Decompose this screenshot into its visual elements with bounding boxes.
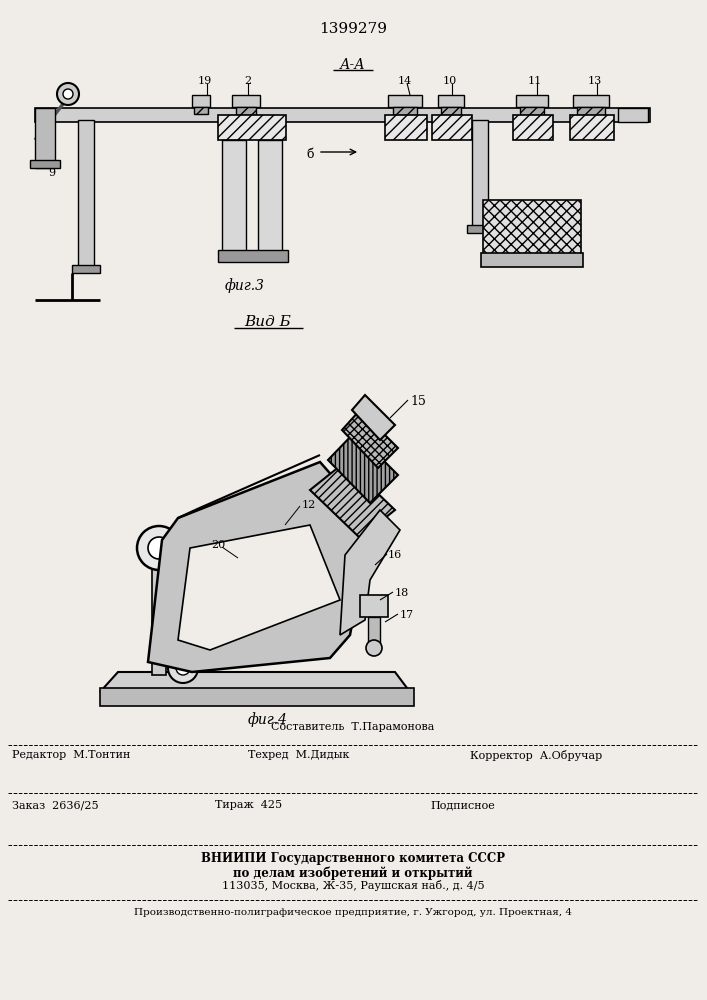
Text: 16: 16 xyxy=(388,550,402,560)
Text: Корректор  А.Обручар: Корректор А.Обручар xyxy=(470,750,602,761)
Polygon shape xyxy=(352,395,395,440)
Circle shape xyxy=(63,89,73,99)
Bar xyxy=(218,115,286,140)
Bar xyxy=(35,108,650,122)
Text: Тираж  425: Тираж 425 xyxy=(215,800,282,810)
Bar xyxy=(520,107,544,115)
Text: Производственно-полиграфическое предприятие, г. Ужгород, ул. Проектная, 4: Производственно-полиграфическое предприя… xyxy=(134,908,572,917)
Bar xyxy=(222,140,246,255)
Circle shape xyxy=(57,83,79,105)
Bar xyxy=(467,225,495,233)
Bar xyxy=(472,120,488,230)
Bar xyxy=(30,160,60,168)
Bar xyxy=(483,200,581,258)
Bar xyxy=(360,595,388,617)
Bar xyxy=(236,107,256,115)
Bar xyxy=(258,140,282,255)
Bar xyxy=(441,107,461,115)
Text: ВНИИПИ Государственного комитета СССР: ВНИИПИ Государственного комитета СССР xyxy=(201,852,505,865)
Polygon shape xyxy=(148,462,380,672)
Text: Техред  М.Дидык: Техред М.Дидык xyxy=(248,750,349,760)
Text: фиг.3: фиг.3 xyxy=(225,278,265,293)
Bar xyxy=(618,108,648,122)
Bar xyxy=(194,107,208,114)
Text: 1399279: 1399279 xyxy=(319,22,387,36)
Polygon shape xyxy=(310,462,395,538)
Text: А-А: А-А xyxy=(340,58,366,72)
Bar xyxy=(393,107,417,115)
Text: 20: 20 xyxy=(211,540,225,550)
Text: Подписное: Подписное xyxy=(430,800,495,810)
Text: 19: 19 xyxy=(198,76,212,86)
Bar xyxy=(388,95,422,107)
Circle shape xyxy=(148,537,170,559)
Text: 15: 15 xyxy=(410,395,426,408)
Text: б: б xyxy=(306,148,314,161)
Bar xyxy=(516,95,548,107)
Circle shape xyxy=(168,653,198,683)
Text: Составитель  Т.Парамонова: Составитель Т.Парамонова xyxy=(271,722,435,732)
Polygon shape xyxy=(328,432,398,503)
Bar xyxy=(232,95,260,107)
Text: 13: 13 xyxy=(588,76,602,86)
Bar xyxy=(218,250,288,262)
Text: 2: 2 xyxy=(245,76,252,86)
Bar xyxy=(72,265,100,273)
Bar xyxy=(513,115,553,140)
Text: 14: 14 xyxy=(398,76,412,86)
Bar xyxy=(78,120,94,270)
Text: фиг.4: фиг.4 xyxy=(248,712,288,727)
Text: 113035, Москва, Ж-35, Раушская наб., д. 4/5: 113035, Москва, Ж-35, Раушская наб., д. … xyxy=(222,880,484,891)
Bar xyxy=(35,108,55,168)
Polygon shape xyxy=(342,410,398,468)
Text: 18: 18 xyxy=(395,588,409,598)
Bar xyxy=(573,95,609,107)
Circle shape xyxy=(366,640,382,656)
Bar xyxy=(385,115,427,140)
Bar xyxy=(100,688,414,706)
Text: Редактор  М.Тонтин: Редактор М.Тонтин xyxy=(12,750,130,760)
Text: Вид Б: Вид Б xyxy=(245,315,291,329)
Bar xyxy=(368,617,380,645)
Text: Заказ  2636/25: Заказ 2636/25 xyxy=(12,800,98,810)
Text: 10: 10 xyxy=(443,76,457,86)
Text: по делам изобретений и открытий: по делам изобретений и открытий xyxy=(233,866,473,880)
Polygon shape xyxy=(178,525,340,650)
Bar xyxy=(432,115,472,140)
Circle shape xyxy=(137,526,181,570)
Bar xyxy=(481,253,583,267)
Polygon shape xyxy=(340,510,400,635)
Bar xyxy=(577,107,605,115)
Text: 9: 9 xyxy=(49,168,56,178)
Polygon shape xyxy=(100,672,410,692)
Bar xyxy=(192,95,210,107)
Bar xyxy=(438,95,464,107)
Bar xyxy=(152,555,166,675)
Text: 11: 11 xyxy=(528,76,542,86)
Bar xyxy=(570,115,614,140)
Text: 17: 17 xyxy=(400,610,414,620)
Circle shape xyxy=(176,661,190,675)
Text: 12: 12 xyxy=(302,500,316,510)
